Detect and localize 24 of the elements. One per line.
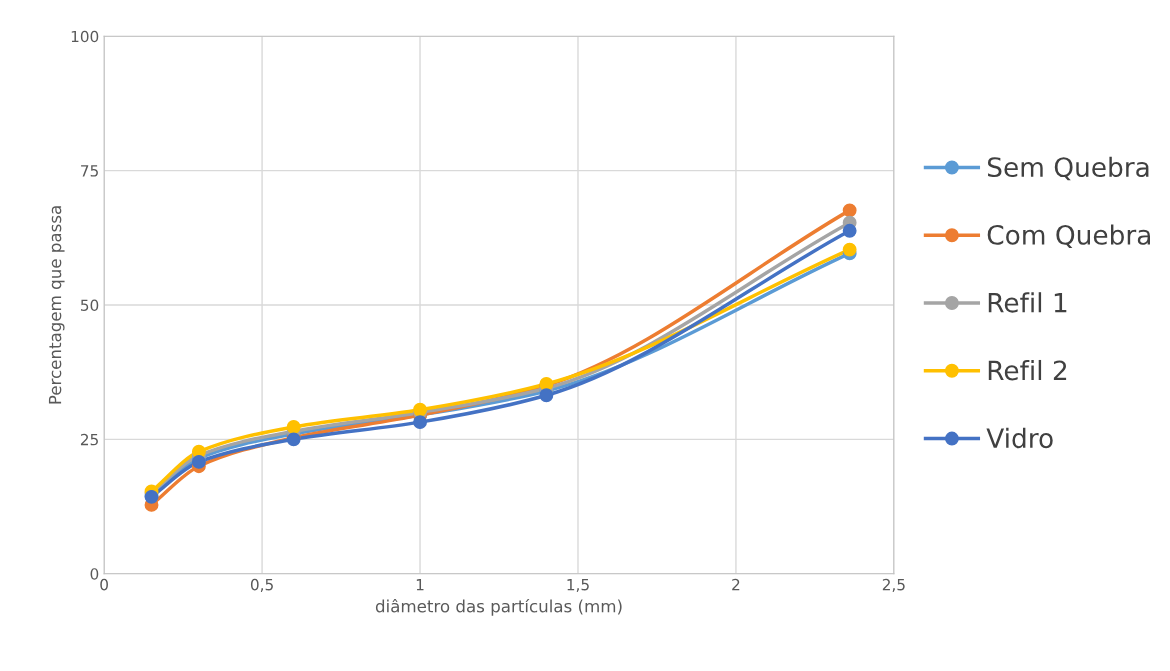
x-tick-label: 1 — [416, 579, 424, 591]
y-tick-label: 100 — [71, 30, 99, 43]
y-tick-label: 0 — [90, 568, 99, 580]
point — [413, 415, 427, 430]
legend-label: Refil 2 — [988, 359, 1067, 381]
y-axis-title: Percentagem que passa — [48, 206, 65, 404]
legend-label: Com Quebra — [987, 224, 1150, 248]
x-tick-label: 2,5 — [882, 578, 905, 592]
point — [539, 388, 554, 403]
point — [842, 203, 857, 218]
x-tick-label: 0 — [100, 578, 108, 591]
legend-label: Vidro — [986, 427, 1053, 449]
x-tick-label: 1,5 — [567, 579, 589, 592]
y-tick-label: 25 — [80, 433, 98, 446]
y-tick-label: 75 — [81, 165, 98, 177]
x-axis-title: diâmetro das partículas (mm) — [375, 598, 622, 616]
legend-label: Sem Quebra — [987, 156, 1149, 181]
y-tick-label: 50 — [81, 299, 99, 311]
point — [286, 420, 301, 434]
x-tick-label: 2 — [732, 578, 740, 591]
legend-label: Refil 1 — [988, 292, 1067, 313]
x-tick-label: 0,5 — [250, 578, 273, 592]
point — [842, 223, 857, 238]
point — [842, 242, 857, 257]
